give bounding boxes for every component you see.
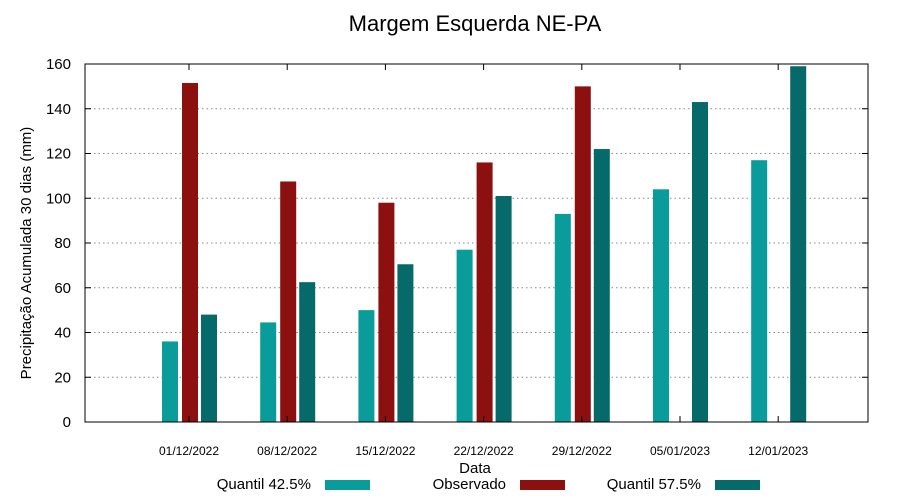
y-tick-label: 60 [54, 280, 71, 297]
y-tick-label: 80 [54, 235, 71, 252]
bar-quantil-57-5--08-12-2022 [299, 282, 316, 422]
bar-quantil-42-5--05-01-2023 [653, 189, 669, 422]
y-tick-label: 100 [46, 190, 71, 207]
y-axis-ticks: 0 20 40 60 80 100 120 140 160 [46, 56, 868, 431]
legend-swatch [325, 480, 370, 490]
legend-swatch [715, 480, 760, 490]
y-tick-label: 160 [46, 56, 71, 73]
bar-quantil-57-5--29-12-2022 [593, 149, 610, 422]
x-tick-label: 22/12/2022 [454, 444, 514, 458]
legend-label: Quantil 42.5% [217, 476, 311, 493]
bars [162, 66, 807, 423]
y-tick-label: 140 [46, 101, 71, 118]
bar-observado-22-12-2022 [476, 162, 493, 422]
bar-quantil-42-5--15-12-2022 [358, 310, 375, 422]
legend-swatch [520, 480, 565, 490]
bar-observado-08-12-2022 [280, 181, 297, 422]
x-axis-ticks: 01/12/2022 08/12/2022 15/12/2022 22/12/2022… [159, 64, 809, 458]
y-tick-label: 0 [63, 414, 71, 431]
bar-quantil-42-5--22-12-2022 [456, 249, 473, 422]
bar-quantil-42-5--08-12-2022 [260, 322, 277, 422]
bar-quantil-57-5--22-12-2022 [495, 196, 512, 422]
x-tick-label: 15/12/2022 [355, 444, 415, 458]
bar-quantil-42-5--29-12-2022 [554, 213, 571, 422]
legend-label: Quantil 57.5% [607, 476, 701, 493]
bar-quantil-57-5--05-01-2023 [692, 102, 708, 422]
y-tick-label: 40 [54, 325, 71, 342]
y-axis-label: Precipitação Acumulada 30 dias (mm) [18, 127, 35, 380]
x-tick-label: 05/01/2023 [650, 444, 710, 458]
bar-quantil-57-5--01-12-2022 [201, 314, 217, 422]
chart-title: Margem Esquerda NE-PA [349, 11, 602, 36]
legend: Quantil 42.5% Observado Quantil 57.5% [217, 476, 760, 493]
x-tick-label: 01/12/2022 [159, 444, 219, 458]
x-tick-label: 12/01/2023 [748, 444, 808, 458]
bar-observado-01-12-2022 [182, 83, 198, 423]
y-tick-label: 20 [54, 369, 71, 386]
bar-observado-15-12-2022 [378, 202, 395, 422]
x-tick-label: 08/12/2022 [257, 444, 317, 458]
bar-quantil-42-5--01-12-2022 [162, 341, 178, 422]
y-tick-label: 120 [46, 146, 71, 163]
x-axis-label: Data [459, 460, 491, 477]
x-tick-label: 29/12/2022 [552, 444, 612, 458]
bar-quantil-57-5--12-01-2023 [790, 66, 807, 423]
bar-quantil-42-5--12-01-2023 [751, 160, 768, 422]
bar-observado-29-12-2022 [574, 86, 591, 422]
legend-label: Observado [433, 476, 506, 493]
bar-quantil-57-5--15-12-2022 [397, 264, 414, 422]
